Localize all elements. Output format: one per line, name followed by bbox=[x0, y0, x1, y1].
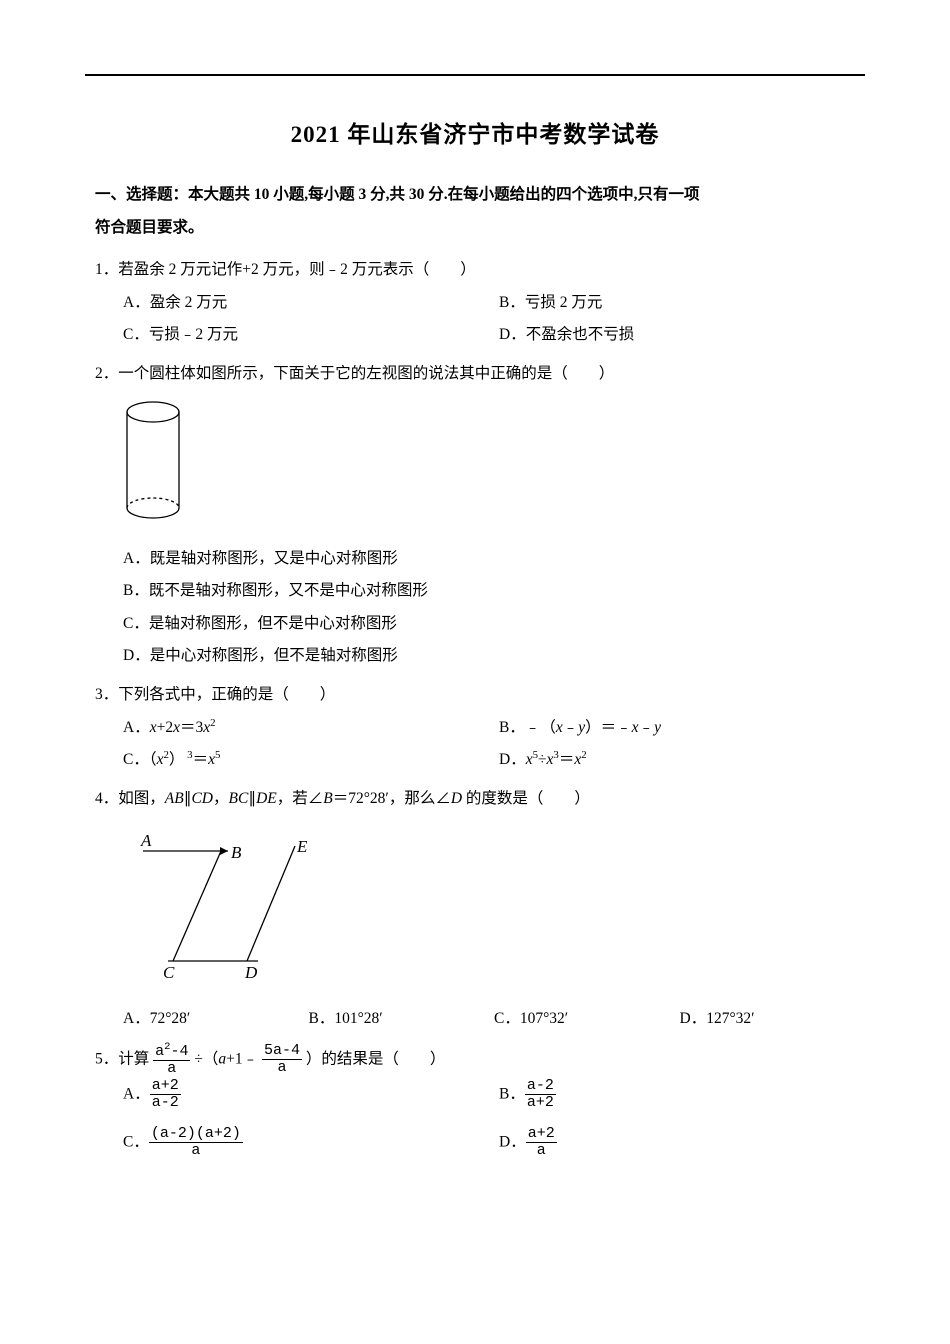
q5-frac1: a2-4a bbox=[153, 1042, 190, 1078]
q2-opt-a: A．既是轴对称图形，又是中心对称图形 bbox=[123, 543, 855, 576]
q3-options: A．x+2x＝3x2 B．﹣（x﹣y）＝﹣x﹣y C．（x2） 3＝x5 D．x… bbox=[123, 712, 855, 777]
section-heading-line2: 符合题目要求。 bbox=[95, 219, 204, 236]
q2-opt-d: D．是中心对称图形，但不是轴对称图形 bbox=[123, 640, 855, 673]
q1-opt-c: C．亏损﹣2 万元 bbox=[123, 319, 479, 352]
q3-opt-a: A．x+2x＝3x2 bbox=[123, 712, 479, 745]
q3-opt-b: B．﹣（x﹣y）＝﹣x﹣y bbox=[499, 712, 855, 745]
question-3: 3．下列各式中，正确的是（ ） A．x+2x＝3x2 B．﹣（x﹣y）＝﹣x﹣y… bbox=[95, 679, 855, 777]
q4-figure: A B E C D bbox=[123, 826, 855, 994]
q4-stem-a: 4．如图， bbox=[95, 790, 165, 807]
q3-opt-c: C．（x2） 3＝x5 bbox=[123, 744, 479, 777]
section-heading: 一、选择题：本大题共 10 小题,每小题 3 分,共 30 分.在每小题给出的四… bbox=[95, 179, 855, 244]
q1-opt-b: B．亏损 2 万元 bbox=[499, 287, 855, 320]
question-1: 1．若盈余 2 万元记作+2 万元，则﹣2 万元表示（ ） A．盈余 2 万元 … bbox=[95, 254, 855, 352]
q5-stem-a: 5．计算 bbox=[95, 1050, 149, 1067]
svg-text:E: E bbox=[296, 837, 308, 856]
q5-opt-c: C．(a-2)(a+2)a bbox=[123, 1126, 479, 1160]
exam-page: 2021 年山东省济宁市中考数学试卷 一、选择题：本大题共 10 小题,每小题 … bbox=[0, 0, 950, 1344]
header-rule bbox=[85, 74, 865, 76]
q2-figure bbox=[123, 400, 855, 533]
q5-stem-d: ）的结果是（ ） bbox=[306, 1050, 446, 1067]
q4-stem-b: ，若∠ bbox=[277, 790, 324, 807]
svg-text:B: B bbox=[231, 843, 242, 862]
parallel-lines-diagram: A B E C D bbox=[123, 826, 323, 981]
q2-stem: 2．一个圆柱体如图所示，下面关于它的左视图的说法其中正确的是（ ） bbox=[95, 358, 855, 391]
q5-stem-b: ÷（ bbox=[194, 1050, 218, 1067]
page-title: 2021 年山东省济宁市中考数学试卷 bbox=[95, 115, 855, 149]
q1-opt-d: D．不盈余也不亏损 bbox=[499, 319, 855, 352]
q1-stem: 1．若盈余 2 万元记作+2 万元，则﹣2 万元表示（ ） bbox=[95, 254, 855, 287]
q4-opt-b: B．101°28′ bbox=[309, 1003, 485, 1036]
q2-opt-c: C．是轴对称图形，但不是中心对称图形 bbox=[123, 608, 855, 641]
q5-frac2: 5a-4a bbox=[262, 1043, 302, 1077]
q4-opt-c: C．107°32′ bbox=[494, 1003, 670, 1036]
q3-stem: 3．下列各式中，正确的是（ ） bbox=[95, 679, 855, 712]
svg-text:C: C bbox=[163, 963, 175, 981]
q5-stem-c: +1﹣ bbox=[226, 1050, 258, 1067]
svg-text:D: D bbox=[244, 963, 258, 981]
q5-opt-a: A．a+2a-2 bbox=[123, 1078, 479, 1112]
q4-stem-d: 的度数是（ ） bbox=[462, 790, 590, 807]
section-heading-line1: 一、选择题：本大题共 10 小题,每小题 3 分,共 30 分.在每小题给出的四… bbox=[95, 186, 700, 203]
question-2: 2．一个圆柱体如图所示，下面关于它的左视图的说法其中正确的是（ ） A．既是轴对… bbox=[95, 358, 855, 673]
q5-opt-d: D．a+2a bbox=[499, 1126, 855, 1160]
q2-options: A．既是轴对称图形，又是中心对称图形 B．既不是轴对称图形，又不是中心对称图形 … bbox=[123, 543, 855, 673]
q1-options: A．盈余 2 万元 B．亏损 2 万元 C．亏损﹣2 万元 D．不盈余也不亏损 bbox=[123, 287, 855, 352]
q1-opt-a: A．盈余 2 万元 bbox=[123, 287, 479, 320]
q5-opt-b: B．a-2a+2 bbox=[499, 1078, 855, 1112]
q5-options: A．a+2a-2 B．a-2a+2 C．(a-2)(a+2)a D．a+2a bbox=[123, 1078, 855, 1160]
q4-opt-a: A．72°28′ bbox=[123, 1003, 299, 1036]
q4-stem: 4．如图，AB∥CD，BC∥DE，若∠B＝72°28′，那么∠D 的度数是（ ） bbox=[95, 783, 855, 816]
q4-stem-c: ＝72°28′，那么∠ bbox=[333, 790, 451, 807]
question-5: 5．计算 a2-4a ÷（a+1﹣ 5a-4a ）的结果是（ ） A．a+2a-… bbox=[95, 1042, 855, 1160]
question-4: 4．如图，AB∥CD，BC∥DE，若∠B＝72°28′，那么∠D 的度数是（ ）… bbox=[95, 783, 855, 1036]
cylinder-icon bbox=[123, 400, 183, 520]
svg-text:A: A bbox=[140, 831, 152, 850]
q4-opt-d: D．127°32′ bbox=[680, 1003, 856, 1036]
q2-opt-b: B．既不是轴对称图形，又不是中心对称图形 bbox=[123, 575, 855, 608]
q5-stem: 5．计算 a2-4a ÷（a+1﹣ 5a-4a ）的结果是（ ） bbox=[95, 1042, 855, 1078]
q3-opt-d: D．x5÷x3＝x2 bbox=[499, 744, 855, 777]
q4-options: A．72°28′ B．101°28′ C．107°32′ D．127°32′ bbox=[123, 1003, 855, 1036]
